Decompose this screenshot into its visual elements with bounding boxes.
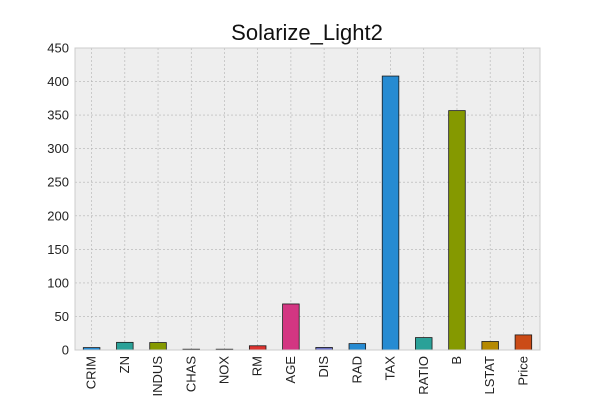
x-tick-label: B <box>449 356 464 365</box>
y-tick-label: 250 <box>47 175 69 190</box>
x-tick-label: ZN <box>117 356 132 373</box>
bar-zn <box>116 341 134 351</box>
bar-indus <box>149 342 167 351</box>
plot-frame <box>74 47 541 351</box>
x-tick-label: NOX <box>216 356 231 385</box>
bar-age <box>282 303 300 351</box>
x-tick-label: INDUS <box>150 356 165 397</box>
bar-tax <box>381 75 400 351</box>
x-tick-label: DIS <box>316 356 331 378</box>
x-tick-label: AGE <box>283 356 298 384</box>
x-tick-label: RATIO <box>416 356 431 395</box>
x-tick-label: TAX <box>383 356 398 381</box>
bar-rm <box>248 345 267 351</box>
bar-lstat <box>481 341 499 351</box>
y-tick-label: 200 <box>47 208 69 223</box>
y-tick-label: 0 <box>62 343 69 358</box>
bar-rad <box>348 343 367 351</box>
y-tick-label: 300 <box>47 141 69 156</box>
y-tick-label: 100 <box>47 275 69 290</box>
y-tick-label: 150 <box>47 242 69 257</box>
x-axis: CRIM ZN INDUS CHAS NOX RM AGE DIS RAD TAX RATIO B LS… <box>84 356 531 397</box>
plot-area <box>75 48 540 350</box>
y-tick-label: 50 <box>55 309 69 324</box>
x-tick-label: LSTAT <box>482 356 497 395</box>
x-tick-label: RAD <box>349 356 364 383</box>
bar-ratio <box>415 337 433 351</box>
bar-b <box>448 110 466 351</box>
y-tick-label: 400 <box>47 74 69 89</box>
y-tick-label: 450 <box>47 41 69 56</box>
x-tick-label: CRIM <box>84 356 99 389</box>
y-axis: 0 50 100 150 200 250 300 350 400 450 <box>47 41 69 358</box>
x-tick-label: CHAS <box>183 356 198 392</box>
y-tick-label: 350 <box>47 108 69 123</box>
x-tick-label: RM <box>250 356 265 376</box>
bar-price <box>514 334 533 351</box>
x-tick-label: Price <box>515 356 530 386</box>
chart-title: Solarize_Light2 <box>231 20 383 45</box>
